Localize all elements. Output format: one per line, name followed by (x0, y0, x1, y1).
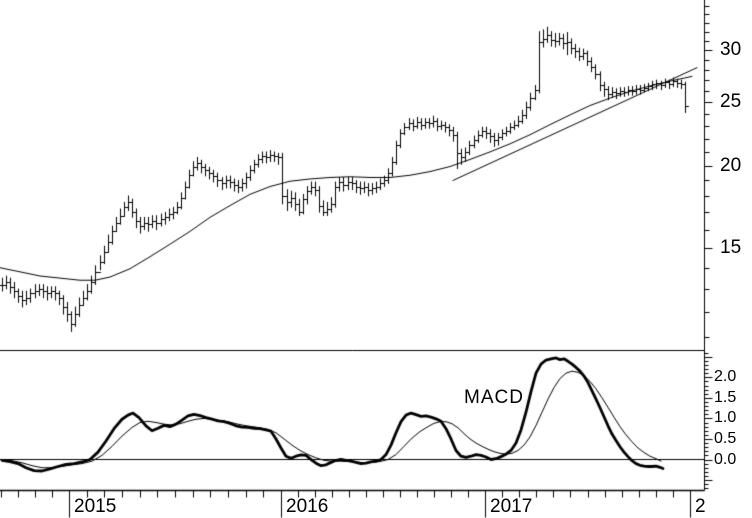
year-axis-label: 2017 (490, 496, 533, 517)
price-axis-label: 25 (720, 91, 742, 112)
price-axis-label: 15 (720, 237, 742, 258)
macd-axis-label: 2.0 (714, 368, 737, 385)
macd-axis-label: 0.5 (714, 430, 737, 447)
year-axis-label: 2015 (74, 496, 117, 517)
macd-axis-label: 0.0 (714, 451, 737, 468)
year-axis-label: 2016 (286, 496, 329, 517)
price-axis-label: 20 (720, 155, 742, 176)
macd-axis-label: 1.0 (714, 409, 737, 426)
price-axis-label: 30 (720, 39, 742, 60)
year-axis-label: 2 (695, 496, 706, 517)
macd-axis-label: 1.5 (714, 389, 737, 406)
macd-indicator-label: MACD (464, 387, 524, 408)
